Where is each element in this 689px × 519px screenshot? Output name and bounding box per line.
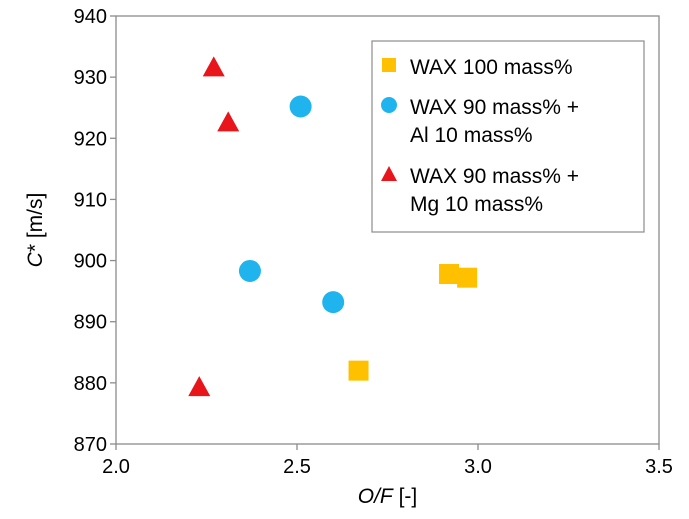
triangle-data-point (188, 376, 211, 397)
circle-data-point (322, 291, 345, 314)
x-axis-label-italic: O/F (358, 485, 394, 508)
x-axis-label: O/F [-] (358, 485, 418, 508)
square-data-point (457, 267, 478, 288)
legend-entry: WAX 90 mass% + Mg 10 mass% (381, 165, 579, 216)
marks-layer (188, 56, 478, 397)
x-tick-label: 2.5 (283, 456, 311, 478)
x-tick-label: 2.0 (102, 456, 130, 478)
y-tick-label: 870 (74, 434, 107, 456)
axes-layer: 2.0 2.5 3.0 3.5 870 880 890 900 910 920 930 940 O/F … (24, 6, 673, 508)
x-tick-label: 3.0 (464, 456, 492, 478)
series-square (348, 264, 478, 381)
y-axis-label: C* [m/s] (24, 193, 47, 268)
circle-data-point (238, 259, 261, 282)
legend-box (371, 40, 645, 233)
circle-data-point (289, 95, 312, 118)
y-tick-label: 900 (74, 251, 107, 273)
series-circle (238, 95, 345, 314)
legend-triangle-marker (381, 166, 397, 181)
y-axis-label-italic: C (24, 251, 47, 267)
plot-area-frame (115, 15, 660, 445)
legend: WAX 100 mass%WAX 90 mass% +Al 10 mass%WA… (371, 40, 645, 233)
y-tick-label: 920 (74, 128, 107, 150)
square-data-point (439, 264, 460, 285)
legend-entry: WAX 90 mass% + Al 10 mass% (381, 96, 579, 147)
legend-label: WAX 90 mass% + (410, 165, 579, 188)
legend-label: WAX 100 mass% (410, 56, 573, 79)
legend-label: WAX 90 mass% + (410, 96, 579, 119)
square-data-point (348, 360, 369, 381)
y-tick-label: 880 (74, 373, 107, 395)
x-axis-label-unit: [-] (393, 485, 418, 508)
series-triangle (188, 56, 240, 397)
legend-square-marker (382, 58, 396, 72)
x-tick-label: 3.5 (645, 456, 673, 478)
y-tick-label: 940 (74, 6, 107, 28)
y-axis-label-unit: * [m/s] (24, 193, 47, 253)
legend-label: Al 10 mass% (410, 124, 533, 147)
triangle-data-point (217, 111, 240, 132)
y-tick-label: 890 (74, 312, 107, 334)
legend-label: Mg 10 mass% (410, 193, 543, 216)
y-tick-label: 910 (74, 189, 107, 211)
y-tick-label: 930 (74, 67, 107, 89)
legend-entry: WAX 100 mass% (382, 56, 573, 79)
legend-circle-marker (381, 97, 397, 113)
triangle-data-point (202, 56, 225, 77)
